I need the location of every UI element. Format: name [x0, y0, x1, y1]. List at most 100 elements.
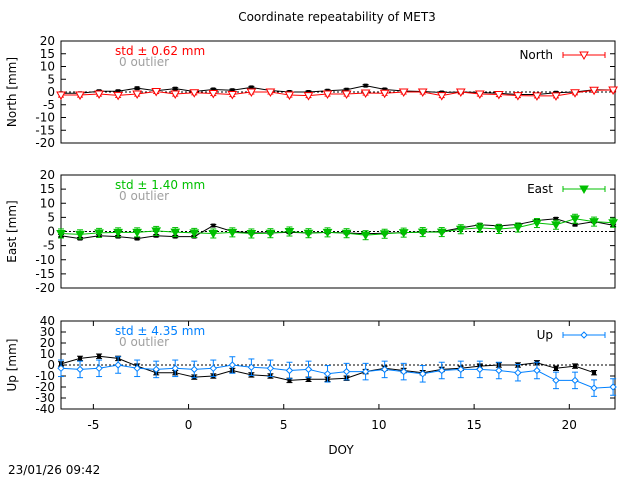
data-point: [170, 228, 181, 238]
data-point: [379, 230, 390, 239]
data-point: [75, 91, 85, 101]
data-point: [573, 364, 578, 369]
series-line: [60, 218, 614, 240]
data-point: [590, 384, 598, 392]
data-point: [265, 88, 276, 98]
data-point: [151, 87, 162, 97]
data-point: [116, 89, 121, 94]
data-point: [227, 228, 238, 238]
legend-label: Up: [537, 328, 553, 342]
legend-marker: [580, 331, 588, 339]
x-tick-label: 10: [371, 418, 386, 432]
y-tick-label: -5: [43, 239, 55, 253]
y-tick-label: 0: [47, 85, 55, 99]
data-point: [399, 367, 408, 376]
data-point: [551, 92, 561, 101]
data-point: [532, 219, 542, 229]
data-point: [189, 229, 200, 238]
y-tick-label: -5: [43, 98, 55, 112]
x-tick-label: -5: [87, 418, 99, 432]
data-point: [417, 88, 428, 98]
data-point: [570, 89, 580, 98]
data-point: [341, 229, 352, 239]
legend-marker: [579, 185, 589, 195]
data-point: [135, 86, 140, 91]
data-point: [380, 365, 389, 374]
data-point: [419, 370, 427, 378]
outlier-annotation: 0 outlier: [119, 189, 169, 203]
x-tick-label: 20: [562, 418, 577, 432]
y-tick-label: -15: [35, 123, 55, 137]
data-point: [132, 228, 143, 238]
data-point: [455, 88, 466, 98]
y-tick-label: 10: [40, 196, 55, 210]
data-point: [323, 370, 332, 378]
data-point: [75, 230, 85, 240]
data-point: [398, 229, 409, 238]
y-tick-label: -15: [35, 267, 55, 281]
data-point: [474, 90, 485, 100]
data-point: [553, 216, 558, 221]
data-point: [303, 229, 314, 239]
data-point: [533, 366, 541, 375]
data-point: [284, 91, 295, 101]
data-point: [592, 370, 597, 375]
data-point: [285, 366, 294, 375]
std-annotation: std ± 0.62 mm: [115, 44, 205, 58]
data-point: [552, 376, 560, 385]
y-tick-label: 15: [40, 47, 55, 61]
data-point: [417, 228, 428, 238]
data-point: [246, 229, 257, 239]
data-point: [573, 222, 578, 227]
y-tick-label: -10: [35, 111, 55, 125]
data-point: [190, 365, 198, 374]
y-tick-label: 30: [40, 325, 55, 339]
series-line: [61, 89, 614, 97]
data-point: [304, 365, 313, 374]
data-point: [360, 89, 371, 99]
data-point: [284, 228, 295, 237]
y-tick-label: 10: [40, 347, 55, 361]
data-point: [476, 365, 484, 374]
x-tick-label: 5: [280, 418, 288, 432]
data-point: [608, 219, 618, 228]
data-point: [209, 364, 218, 373]
data-point: [306, 377, 311, 382]
x-axis-label: DOY: [328, 443, 354, 457]
data-point: [398, 88, 409, 98]
data-point: [208, 90, 219, 99]
data-point: [211, 223, 216, 228]
data-point: [436, 92, 447, 101]
data-point: [341, 90, 352, 100]
y-tick-label: -20: [35, 136, 55, 150]
data-point: [152, 365, 160, 374]
data-point: [94, 229, 104, 238]
y-axis-label: East [mm]: [5, 200, 19, 262]
series-line: [60, 218, 614, 236]
y-tick-label: 0: [47, 225, 55, 239]
data-point: [570, 215, 580, 224]
y-tick-label: -10: [35, 369, 55, 383]
data-point: [265, 229, 276, 239]
data-point: [266, 364, 275, 373]
data-point: [363, 83, 368, 88]
chart-title: Coordinate repeatability of MET3: [238, 10, 436, 24]
data-point: [344, 87, 349, 92]
y-tick-label: -40: [35, 402, 55, 416]
y-tick-label: -20: [35, 281, 55, 295]
data-point: [56, 91, 66, 101]
legend-marker: [579, 51, 589, 61]
y-tick-label: 40: [40, 314, 55, 328]
data-point: [571, 376, 579, 385]
data-point: [455, 225, 466, 235]
data-point: [436, 228, 447, 238]
x-tick-label: 15: [466, 418, 481, 432]
data-point: [360, 231, 371, 241]
y-axis-label: Up [mm]: [5, 339, 19, 392]
outlier-annotation: 0 outlier: [119, 55, 169, 69]
data-point: [95, 364, 103, 373]
data-point: [306, 90, 311, 94]
